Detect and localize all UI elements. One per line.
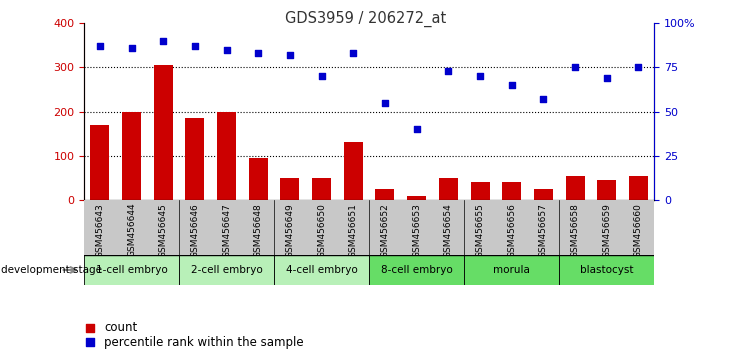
Text: GSM456659: GSM456659: [602, 203, 611, 258]
Bar: [84, 255, 179, 285]
Point: [252, 50, 264, 56]
Bar: [344, 142, 363, 200]
Text: GSM456649: GSM456649: [286, 203, 295, 257]
Text: count: count: [104, 321, 137, 334]
Bar: [534, 189, 553, 200]
Point: [157, 38, 169, 44]
Bar: [407, 195, 426, 200]
Point: [601, 75, 613, 81]
Text: GSM456651: GSM456651: [349, 203, 357, 258]
Text: blastocyst: blastocyst: [580, 265, 634, 275]
Text: morula: morula: [493, 265, 530, 275]
Text: 1-cell embryo: 1-cell embryo: [96, 265, 167, 275]
Text: GSM456655: GSM456655: [476, 203, 485, 258]
Point: [442, 68, 454, 74]
Bar: [122, 112, 141, 200]
Bar: [471, 182, 490, 200]
Bar: [274, 255, 369, 285]
Text: GSM456647: GSM456647: [222, 203, 231, 257]
Text: GDS3959 / 206272_at: GDS3959 / 206272_at: [285, 11, 446, 27]
Bar: [91, 125, 110, 200]
Bar: [566, 176, 585, 200]
Text: GSM456658: GSM456658: [571, 203, 580, 258]
Point: [126, 45, 137, 51]
Point: [474, 73, 486, 79]
Text: 8-cell embryo: 8-cell embryo: [381, 265, 452, 275]
Text: development stage: development stage: [1, 265, 102, 275]
Text: GSM456650: GSM456650: [317, 203, 326, 258]
Bar: [376, 189, 395, 200]
Point: [379, 100, 391, 105]
Text: GSM456643: GSM456643: [96, 203, 105, 257]
Text: GSM456656: GSM456656: [507, 203, 516, 258]
Point: [221, 47, 232, 52]
Text: GSM456652: GSM456652: [381, 203, 390, 257]
Point: [569, 64, 581, 70]
Point: [632, 64, 644, 70]
Bar: [502, 182, 521, 200]
Text: GSM456645: GSM456645: [159, 203, 167, 257]
Point: [537, 96, 549, 102]
Point: [506, 82, 518, 88]
Point: [347, 50, 359, 56]
Point: [84, 325, 96, 330]
Bar: [179, 255, 274, 285]
Point: [411, 126, 423, 132]
Point: [84, 340, 96, 346]
Text: GSM456644: GSM456644: [127, 203, 136, 257]
Text: percentile rank within the sample: percentile rank within the sample: [104, 336, 303, 349]
Text: GSM456660: GSM456660: [634, 203, 643, 258]
Point: [316, 73, 327, 79]
Bar: [217, 112, 236, 200]
Text: GSM456654: GSM456654: [444, 203, 452, 257]
Bar: [559, 255, 654, 285]
Bar: [249, 158, 268, 200]
Text: GSM456653: GSM456653: [412, 203, 421, 258]
Text: 4-cell embryo: 4-cell embryo: [286, 265, 357, 275]
Point: [94, 43, 106, 49]
Bar: [369, 255, 464, 285]
Point: [189, 43, 201, 49]
Text: 2-cell embryo: 2-cell embryo: [191, 265, 262, 275]
Text: GSM456648: GSM456648: [254, 203, 262, 257]
Bar: [281, 178, 300, 200]
Bar: [629, 176, 648, 200]
Bar: [312, 178, 331, 200]
Text: GSM456657: GSM456657: [539, 203, 548, 258]
Text: GSM456646: GSM456646: [191, 203, 200, 257]
Bar: [186, 118, 205, 200]
Bar: [154, 65, 173, 200]
Point: [284, 52, 296, 58]
Bar: [439, 178, 458, 200]
Bar: [464, 255, 559, 285]
Bar: [597, 180, 616, 200]
